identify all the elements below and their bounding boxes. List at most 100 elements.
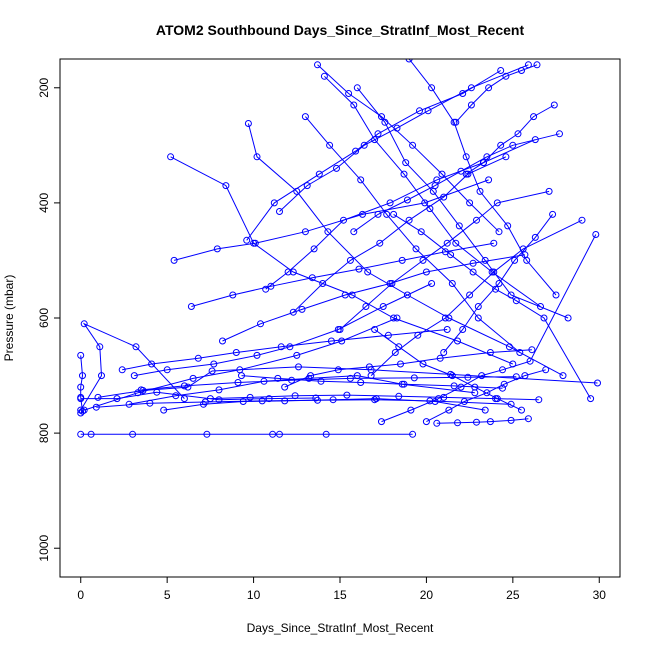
series-17 (320, 72, 544, 310)
data-point (362, 303, 370, 310)
data-point (208, 367, 216, 375)
data-point (303, 182, 311, 190)
data-point (462, 153, 470, 161)
data-point (355, 265, 363, 273)
data-point (440, 193, 448, 201)
data-point (184, 383, 192, 391)
data-point (170, 256, 178, 264)
data-point (514, 130, 522, 138)
data-point (397, 360, 404, 368)
data-point (201, 398, 209, 406)
series-36 (238, 372, 506, 392)
series-18 (336, 187, 553, 333)
data-point (552, 291, 560, 299)
data-point (371, 136, 379, 144)
data-point (516, 349, 524, 356)
data-point (87, 430, 95, 438)
data-point (80, 320, 88, 328)
data-point (473, 418, 480, 426)
data-point (556, 130, 563, 138)
data-point (480, 159, 487, 167)
data-point (473, 216, 480, 224)
series-line (129, 375, 475, 405)
data-point (346, 374, 354, 382)
data-point (317, 377, 325, 385)
data-point (343, 391, 351, 399)
data-point (455, 222, 463, 230)
data-point (433, 419, 441, 427)
data-point (497, 67, 505, 74)
series-line (393, 213, 592, 399)
data-point (269, 430, 277, 438)
data-point (274, 374, 282, 382)
series-12 (244, 120, 567, 380)
data-point (533, 61, 541, 69)
series-40 (92, 396, 515, 411)
data-point (94, 393, 102, 401)
data-point (419, 256, 427, 264)
data-point (457, 167, 465, 175)
data-point (365, 363, 373, 371)
series-line (241, 375, 503, 389)
data-point (364, 268, 372, 276)
data-point (257, 320, 264, 328)
data-point (277, 343, 285, 351)
data-point (334, 366, 342, 374)
data-point (319, 280, 327, 287)
data-point (537, 303, 544, 310)
series-line (122, 329, 448, 371)
data-point (350, 228, 358, 236)
data-point (521, 372, 529, 380)
series-line (317, 64, 500, 233)
data-point (289, 308, 297, 316)
series-13 (262, 136, 539, 293)
series-line (339, 190, 550, 330)
data-point (440, 393, 448, 401)
data-point (281, 383, 289, 391)
data-point (483, 389, 491, 397)
data-point (445, 406, 453, 414)
series-line (443, 214, 553, 353)
data-point (476, 187, 484, 195)
data-point (416, 107, 423, 115)
data-point (203, 430, 211, 438)
data-point (452, 118, 460, 126)
data-point (495, 228, 503, 236)
data-point (384, 331, 392, 339)
data-point (315, 170, 323, 178)
data-point (395, 343, 403, 351)
data-point (194, 354, 202, 362)
data-point (391, 349, 399, 356)
data-point (286, 343, 294, 351)
series-line (191, 242, 494, 307)
data-point (148, 360, 156, 368)
data-point (118, 366, 126, 374)
data-point (293, 187, 301, 195)
series-line (96, 399, 512, 408)
data-point (483, 153, 491, 161)
data-point (258, 397, 266, 405)
series-line (134, 283, 432, 377)
data-point (422, 418, 430, 426)
data-point (410, 374, 418, 382)
series-5 (80, 314, 401, 414)
data-point (350, 101, 358, 109)
data-point (512, 373, 520, 381)
y-tick-label: 400 (37, 193, 51, 213)
data-point (333, 164, 340, 172)
data-point (320, 72, 328, 80)
data-point (314, 396, 321, 404)
data-point (467, 84, 475, 92)
data-point (189, 374, 197, 382)
series-14 (276, 61, 532, 215)
y-axis: 200 400 600 800 1000 (37, 77, 61, 562)
data-point (77, 351, 85, 359)
data-point (457, 383, 465, 391)
data-point (594, 379, 601, 387)
series-6 (94, 363, 601, 401)
data-point (298, 305, 306, 313)
data-point (383, 210, 391, 218)
data-series-layer (77, 59, 601, 438)
data-point (409, 141, 417, 149)
